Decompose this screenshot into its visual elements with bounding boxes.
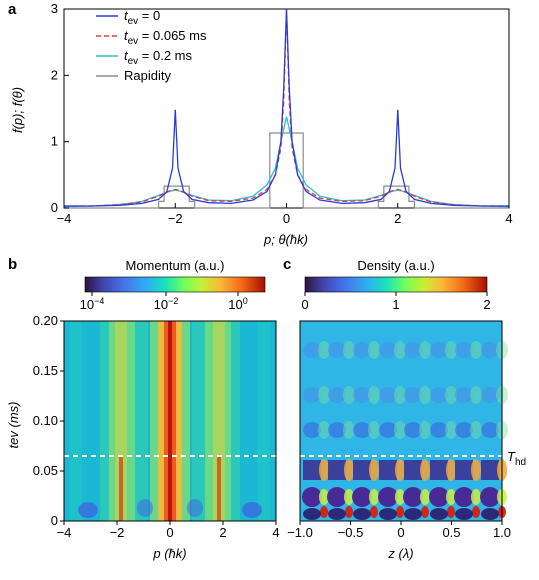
panel-a-label: a (8, 1, 17, 18)
panel-b-ticks: −4 −2 0 2 4 0 0.05 0.10 0.15 0.20 (33, 313, 280, 540)
panel-b-xlabel: p (ħk) (152, 546, 186, 561)
panel-c-colorbar-label: Density (a.u.) (357, 258, 434, 273)
panel-b-heatmap (64, 321, 276, 521)
panel-a-xtick-label: 4 (505, 211, 512, 226)
panel-b-label: b (8, 256, 17, 273)
panel-b-ytick-label: 0.10 (33, 413, 58, 428)
panel-a-xtick-label: 0 (283, 211, 290, 226)
panel-a-xtick-label: −2 (168, 211, 183, 226)
panel-a-series-line (64, 8, 509, 207)
panel-c-colorbar (304, 276, 488, 293)
panel-c-xtick-label: 1.0 (493, 525, 511, 540)
panel-b-colorbar-tick-label: 10−4 (80, 296, 105, 312)
panel-b-colorbar-ticks: 10−4 10−2 100 (80, 292, 248, 312)
panel-b-colorbar-tick-label: 100 (228, 296, 247, 312)
panel-a-xtick-label: −4 (57, 211, 72, 226)
panel-c-xtick-label: −0.5 (338, 525, 364, 540)
panel-b-xtick-label: −4 (57, 525, 72, 540)
panel-b-colorbar-tick-label: 10−2 (154, 296, 179, 312)
panel-b-colorbar-label: Momentum (a.u.) (126, 258, 225, 273)
panel-a-ytick-label: 0 (51, 200, 58, 215)
panel-a-ticks: −4 −2 0 2 4 0 1 2 3 (51, 1, 513, 226)
panel-a-series-line (64, 132, 509, 209)
panel-c: c Density (a.u.) 0 1 2 −1.0 −0.5 0 0.5 1.0 z (… (283, 256, 526, 561)
panel-c-ticks: −1.0 −0.5 0 0.5 1.0 (287, 521, 511, 540)
panel-a-xlabel: p; θ(ħk) (263, 232, 308, 247)
panel-b-ytick-label: 0.20 (33, 313, 58, 328)
panel-a-series-line (63, 116, 510, 208)
panel-a-ylabel: f(p); f(θ) (10, 87, 25, 133)
panel-a-ytick-label: 2 (51, 67, 58, 82)
panel-b: b Momentum (a.u.) 10−4 10−2 100 (6, 256, 280, 561)
panel-c-colorbar-tick-label: 1 (392, 297, 399, 312)
panel-c-xlabel: z (λ) (387, 546, 413, 561)
panel-c-xtick-label: 0 (397, 525, 404, 540)
panel-c-colorbar-tick-label: 2 (483, 297, 490, 312)
panel-c-colorbar-ticks: 0 1 2 (301, 292, 491, 312)
panel-c-xtick-label: 0.5 (442, 525, 460, 540)
panel-c-xtick-label: −1.0 (287, 525, 313, 540)
panel-a-series (63, 8, 510, 209)
panel-b-xtick-label: 0 (166, 525, 173, 540)
panel-a-ytick-label: 1 (51, 134, 58, 149)
panel-b-ytick-label: 0.05 (33, 463, 58, 478)
panel-a-legend-label: tev = 0 (124, 8, 160, 27)
panel-c-colorbar-tick-label: 0 (301, 297, 308, 312)
panel-a: a −4 −2 0 2 4 0 1 2 3 p; θ(ħk) f(p); f(θ) tev = … (8, 1, 513, 247)
panel-b-xtick-label: −2 (110, 525, 125, 540)
panel-a-legend-label: Rapidity (124, 68, 171, 83)
panel-b-xtick-label: 4 (272, 525, 279, 540)
panel-a-ytick-label: 3 (51, 1, 58, 16)
panel-c-heatmap (300, 321, 508, 521)
panel-b-ylabel: tev (ms) (6, 402, 21, 449)
panel-a-legend-label: tev = 0.065 ms (124, 28, 207, 47)
panel-b-ytick-label: 0 (51, 513, 58, 528)
panel-b-colorbar (84, 276, 266, 293)
panel-b-ytick-label: 0.15 (33, 363, 58, 378)
panel-b-xtick-label: 2 (219, 525, 226, 540)
panel-c-label: c (283, 256, 291, 273)
panel-a-legend-label: tev = 0.2 ms (124, 48, 193, 67)
panel-c-thd-label: Thd (507, 449, 526, 468)
panel-a-xtick-label: 2 (394, 211, 401, 226)
